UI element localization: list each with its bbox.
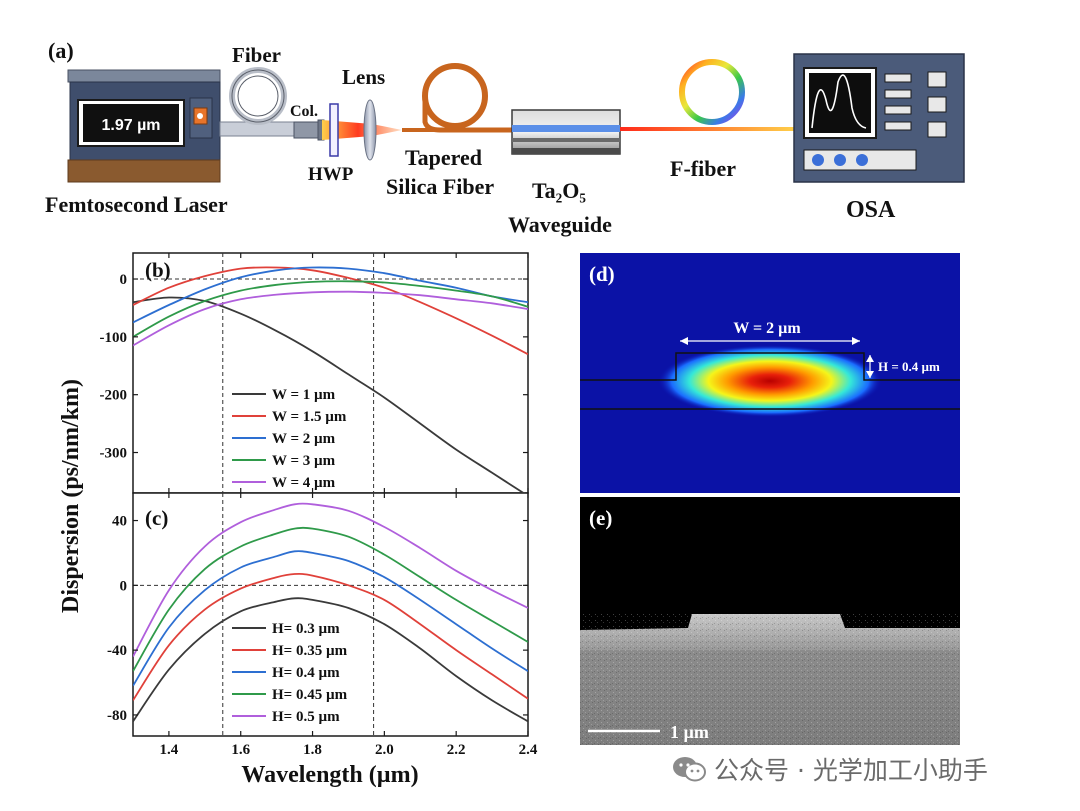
hwp-plate	[329, 103, 339, 157]
sem-panel: (e) 1 µm	[580, 497, 960, 745]
panel-c-curves	[133, 502, 528, 723]
laser-wavelength-display: 1.97 µm	[101, 117, 160, 134]
series-line-b-2	[133, 266, 528, 324]
legend-label-c-1: H= 0.35 µm	[272, 643, 348, 659]
y-tick-label-c-2: -40	[107, 643, 127, 659]
x-tick-label-1: 1.6	[231, 742, 250, 758]
panel-a-label: (a)	[48, 38, 74, 63]
y-tick-label-b-1: -100	[100, 330, 128, 346]
mode-profile-panel: (d) W = 2 µm H = 0.4 µm	[580, 253, 960, 493]
x-tick-label-0: 1.4	[160, 742, 179, 758]
f-fiber	[620, 59, 798, 131]
series-line-c-2	[133, 550, 528, 687]
x-tick-label-3: 2.0	[375, 742, 394, 758]
f-fiber-label: F-fiber	[670, 156, 736, 181]
tapered-fiber	[402, 63, 512, 133]
series-line-c-0	[133, 597, 528, 723]
panel-d-label: (d)	[589, 262, 615, 286]
osa-instrument	[793, 53, 965, 183]
dispersion-charts: 0 -100 -200 -300 40 0 -40 -80 1.4 1.6 1.8 2.0 2.2 2.…	[58, 252, 538, 788]
series-line-b-3	[133, 280, 528, 338]
mode-field	[658, 345, 882, 417]
setup-panel: (a) 1.97 µm Femtosecond Laser Fiber	[45, 38, 965, 237]
laser-beam	[322, 120, 402, 140]
y-tick-label-c-3: -80	[107, 708, 127, 724]
panel-b-ticks: 0 -100 -200 -300	[100, 253, 529, 493]
waveguide-formula: Ta₂O₅	[532, 178, 586, 203]
fiber-label: Fiber	[232, 43, 281, 67]
waveguide-chip	[511, 109, 621, 155]
watermark: 公众号 · 光学加工小助手	[672, 752, 988, 786]
series-line-c-4	[133, 502, 528, 658]
tapered-label-line1: Tapered	[405, 145, 482, 170]
legend-label-c-2: H= 0.4 µm	[272, 665, 340, 681]
panel-b-curves	[133, 266, 528, 493]
panel-b-legend: W = 1 µm W = 1.5 µm W = 2 µm W = 3 µm W = 4 …	[232, 387, 347, 491]
y-tick-label-c-1: 0	[120, 578, 128, 594]
legend-label-c-3: H= 0.45 µm	[272, 687, 348, 703]
legend-label-b-2: W = 2 µm	[272, 431, 336, 447]
legend-label-b-4: W = 4 µm	[272, 475, 336, 491]
fiber-coil	[219, 67, 296, 137]
series-line-b-4	[133, 290, 528, 347]
watermark-text: 公众号 · 光学加工小助手	[714, 756, 988, 785]
legend-label-b-3: W = 3 µm	[272, 453, 336, 469]
femtosecond-laser: 1.97 µm	[67, 69, 221, 183]
panel-c-ticks: 40 0 -40 -80 1.4 1.6 1.8 2.0 2.2 2.4	[107, 493, 538, 758]
legend-label-b-0: W = 1 µm	[272, 387, 336, 403]
panel-c-reference-lines	[133, 493, 528, 736]
y-tick-label-b-2: -200	[100, 388, 128, 404]
panel-c-legend: H= 0.3 µm H= 0.35 µm H= 0.4 µm H= 0.45 µm H=…	[232, 621, 348, 725]
collimator	[293, 119, 325, 141]
y-tick-label-b-3: -300	[100, 446, 128, 462]
legend-label-c-4: H= 0.5 µm	[272, 709, 340, 725]
osa-label: OSA	[846, 197, 896, 223]
panel-c-label: (c)	[145, 506, 168, 530]
wechat-icon	[673, 757, 706, 782]
y-axis-label: Dispersion (ps/nm/km)	[58, 379, 84, 613]
sem-scale-label: 1 µm	[670, 722, 709, 742]
panel-b-label: (b)	[145, 258, 171, 282]
mode-width-label: W = 2 µm	[733, 320, 801, 337]
panel-e-label: (e)	[589, 506, 612, 530]
panel-b-reference-lines	[133, 253, 528, 493]
mode-height-label: H = 0.4 µm	[878, 359, 940, 374]
series-line-c-1	[133, 572, 528, 701]
y-tick-label-c-0: 40	[112, 514, 127, 530]
legend-label-c-0: H= 0.3 µm	[272, 621, 340, 637]
hwp-label: HWP	[308, 164, 354, 185]
legend-label-b-1: W = 1.5 µm	[272, 409, 347, 425]
x-tick-label-5: 2.4	[519, 742, 538, 758]
series-line-b-0	[133, 296, 526, 493]
lens	[363, 99, 377, 161]
waveguide-ridge-outline	[580, 352, 960, 381]
x-axis-label: Wavelength (µm)	[241, 762, 418, 788]
waveguide-label: Waveguide	[508, 212, 612, 237]
series-line-b-1	[133, 266, 528, 355]
lens-label: Lens	[342, 65, 385, 89]
laser-name-label: Femtosecond Laser	[45, 192, 228, 217]
collimator-label: Col.	[290, 103, 318, 120]
y-tick-label-b-0: 0	[120, 272, 128, 288]
x-tick-label-4: 2.2	[447, 742, 466, 758]
series-line-c-3	[133, 526, 528, 672]
x-tick-label-2: 1.8	[303, 742, 322, 758]
tapered-label-line2: Silica Fiber	[386, 174, 494, 199]
